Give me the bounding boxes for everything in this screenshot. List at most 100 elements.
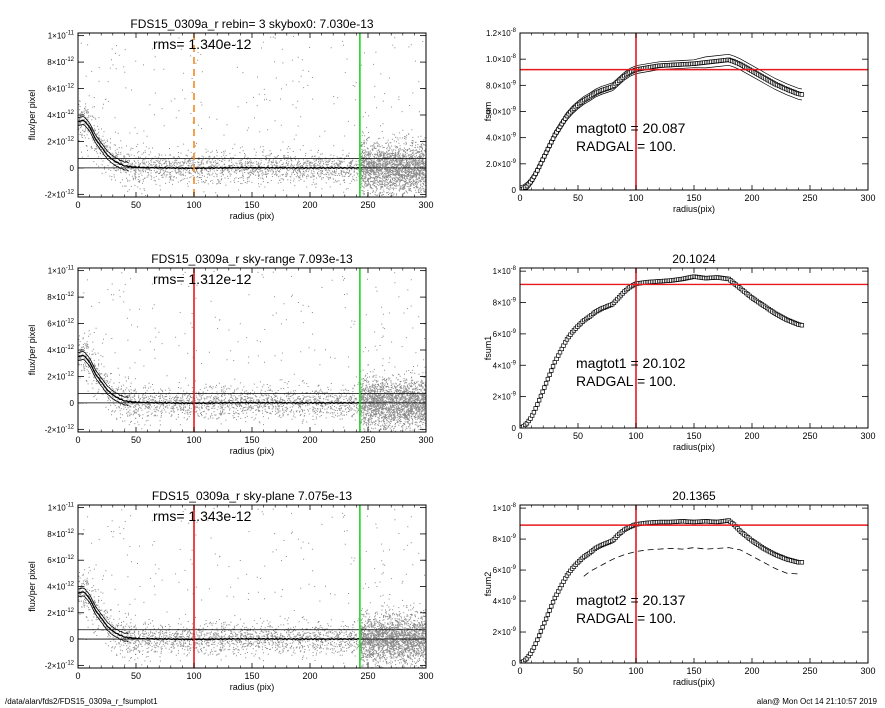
y-tick-label: 1.2×10-8 bbox=[486, 28, 517, 38]
x-tick-label: 150 bbox=[686, 666, 701, 676]
radgal-annotation: RADGAL = 100. bbox=[576, 138, 676, 154]
rms-annotation: rms= 1.340e-12 bbox=[153, 36, 252, 52]
x-tick-label: 50 bbox=[131, 200, 141, 210]
y-tick-label: 2×10-12 bbox=[47, 371, 74, 381]
y-tick-label: 4×10-12 bbox=[47, 110, 74, 120]
plot-area bbox=[520, 53, 805, 190]
fsum-point bbox=[549, 604, 554, 609]
fsum-point bbox=[533, 641, 538, 646]
x-tick-label: 300 bbox=[418, 435, 433, 445]
fsum-point bbox=[545, 612, 550, 617]
y-tick-label: 1×10-11 bbox=[48, 503, 75, 513]
y-tick-label: 4×10-12 bbox=[47, 582, 74, 592]
x-tick-label: 50 bbox=[131, 435, 141, 445]
y-tick-label: 1.0×10-8 bbox=[486, 54, 517, 64]
y-tick-label: 6×10-12 bbox=[47, 84, 74, 94]
x-tick-label: 200 bbox=[302, 435, 317, 445]
x-tick-label: 0 bbox=[517, 666, 522, 676]
x-tick-label: 250 bbox=[802, 193, 817, 203]
x-tick-label: 50 bbox=[573, 431, 583, 441]
x-tick-label: 250 bbox=[360, 671, 375, 681]
y-tick-label: 4×10-9 bbox=[493, 360, 517, 370]
x-axis-label: radius(pix) bbox=[673, 204, 715, 214]
x-tick-label: 300 bbox=[418, 671, 433, 681]
fsum-point bbox=[547, 143, 552, 148]
dashed-series-line bbox=[583, 547, 799, 577]
rms-annotation: rms= 1.343e-12 bbox=[153, 508, 252, 524]
y-tick-label: -2×10-12 bbox=[45, 660, 75, 670]
fsum-point bbox=[550, 136, 556, 141]
plot-area bbox=[78, 35, 426, 197]
x-tick-label: 0 bbox=[517, 431, 522, 441]
radgal-annotation: RADGAL = 100. bbox=[576, 610, 676, 626]
magtot-annotation: magtot2 = 20.137 bbox=[576, 592, 686, 608]
fsum-point bbox=[536, 633, 542, 638]
fsum-point bbox=[543, 381, 549, 386]
axes-frame bbox=[519, 267, 869, 429]
magtot-annotation: magtot1 = 20.102 bbox=[576, 355, 686, 371]
fsum-point bbox=[531, 645, 537, 650]
y-axis-label: fsum1 bbox=[483, 336, 493, 361]
y-tick-label: 0 bbox=[512, 186, 517, 195]
fsum-point bbox=[535, 637, 540, 642]
fsum-point bbox=[543, 150, 549, 155]
y-tick-label: 0 bbox=[70, 164, 75, 173]
y-tick-label: 1×10-11 bbox=[48, 266, 75, 276]
fsum-point bbox=[533, 406, 538, 411]
y-tick-label: 8×10-12 bbox=[47, 529, 74, 539]
fsum-point bbox=[538, 393, 544, 399]
x-tick-label: 0 bbox=[75, 435, 80, 445]
footer-file-path: /data/alan/fds2/FDS15_0309a_r_fsumplot1 bbox=[5, 697, 158, 706]
y-tick-label: 2.0×10-9 bbox=[486, 159, 517, 169]
chart-title: 20.1024 bbox=[672, 252, 716, 266]
fsum-point bbox=[540, 389, 545, 394]
fsum-point bbox=[540, 625, 545, 630]
fsum-point bbox=[540, 157, 545, 162]
x-axis-label: radius (pix) bbox=[230, 446, 275, 456]
fsum-point bbox=[545, 376, 550, 382]
x-axis-label: radius(pix) bbox=[673, 442, 715, 452]
plot-area bbox=[520, 518, 805, 663]
fsum-points bbox=[520, 57, 805, 190]
x-tick-label: 300 bbox=[860, 193, 875, 203]
y-tick-label: 4×10-9 bbox=[493, 596, 517, 606]
y-tick-label: 8×10-9 bbox=[493, 534, 517, 544]
y-axis-label: flux/per pixel bbox=[27, 90, 37, 141]
chart-panel-3: rms= 1.312e-12 0 50 100 150 200 250 300 radius (… bbox=[27, 252, 434, 456]
x-tick-label: 150 bbox=[244, 671, 259, 681]
y-axis-label: flux/per pixel bbox=[27, 561, 37, 612]
scatter-points bbox=[78, 507, 426, 668]
y-tick-label: 8.0×10-9 bbox=[486, 80, 517, 90]
y-axis-label: flux/per pixel bbox=[27, 325, 37, 376]
fsum-point bbox=[549, 139, 554, 145]
y-tick-label: 0 bbox=[512, 424, 517, 433]
fsum-point bbox=[550, 599, 556, 605]
chart-title: FDS15_0309a_r sky-range 7.093e-13 bbox=[151, 252, 353, 266]
fsum-point bbox=[543, 616, 549, 622]
y-tick-label: 0 bbox=[70, 399, 75, 408]
y-tick-label: 6×10-12 bbox=[47, 319, 74, 329]
axes-frame bbox=[519, 504, 869, 664]
x-tick-label: 100 bbox=[628, 431, 643, 441]
fsum-point bbox=[542, 620, 547, 626]
fsum-point bbox=[531, 410, 537, 415]
y-tick-label: 2×10-12 bbox=[47, 136, 74, 146]
profile-lower-error bbox=[78, 358, 129, 407]
y-tick-label: -2×10-12 bbox=[45, 424, 75, 434]
radial-profile-line bbox=[78, 354, 361, 405]
chart-title: FDS15_0309a_r rebin= 3 skybox0: 7.030e-1… bbox=[130, 17, 373, 31]
scatter-points bbox=[78, 270, 426, 432]
y-tick-label: 2×10-9 bbox=[493, 627, 517, 637]
x-axis-label: radius(pix) bbox=[673, 677, 715, 687]
profile-lower-error bbox=[78, 595, 129, 643]
x-tick-label: 50 bbox=[131, 671, 141, 681]
plot-area bbox=[78, 270, 426, 432]
fsum-point bbox=[799, 323, 805, 328]
fsum-point bbox=[799, 560, 805, 565]
x-tick-label: 0 bbox=[75, 671, 80, 681]
y-axis-label: fsum2 bbox=[483, 572, 493, 597]
chart-title: 20.1365 bbox=[672, 489, 716, 503]
y-axis-label: fsum bbox=[483, 102, 493, 122]
y-tick-label: 2×10-9 bbox=[493, 392, 517, 402]
y-tick-label: 6×10-9 bbox=[493, 565, 517, 575]
